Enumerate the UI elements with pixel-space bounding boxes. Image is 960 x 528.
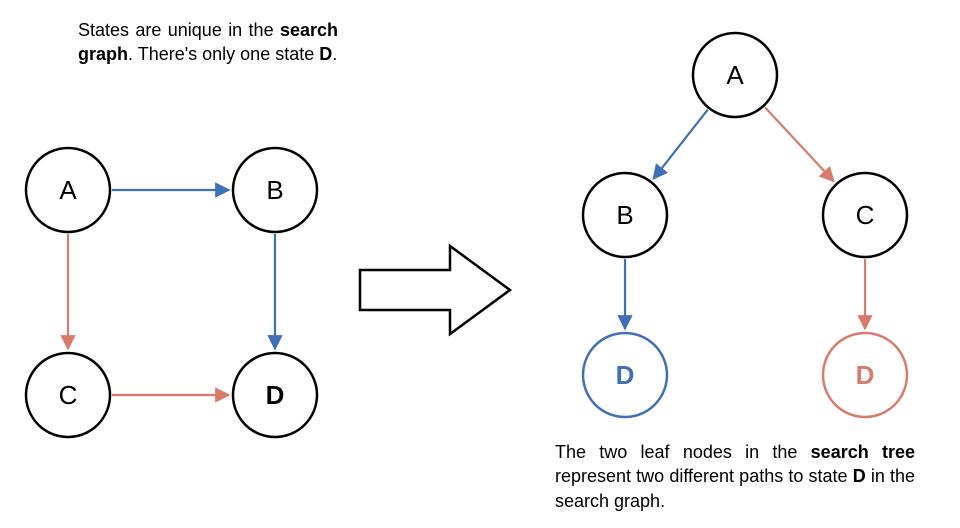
caption-left: States are unique in the search graph. T… bbox=[78, 18, 338, 67]
edge-arrow bbox=[765, 107, 834, 181]
caption-text: The two leaf nodes in the bbox=[555, 442, 811, 462]
caption-right: The two leaf nodes in the search tree re… bbox=[555, 440, 915, 513]
node-label: B bbox=[266, 175, 283, 205]
caption-bold: D bbox=[853, 466, 866, 486]
caption-text: . bbox=[332, 44, 337, 64]
node-label: C bbox=[59, 380, 78, 410]
node-label: D bbox=[856, 360, 875, 390]
node-label: B bbox=[616, 200, 633, 230]
node-label: A bbox=[59, 175, 77, 205]
caption-text: States are unique in the bbox=[78, 20, 280, 40]
caption-text: . There's only one state bbox=[128, 44, 319, 64]
node-label: D bbox=[266, 380, 285, 410]
node-label: D bbox=[616, 360, 635, 390]
caption-bold: search tree bbox=[811, 442, 915, 462]
node-label: C bbox=[856, 200, 875, 230]
edge-arrow bbox=[653, 110, 707, 179]
caption-text: represent two different paths to state bbox=[555, 466, 853, 486]
transform-arrow-icon bbox=[360, 246, 510, 334]
node-label: A bbox=[726, 60, 744, 90]
caption-bold: D bbox=[319, 44, 332, 64]
